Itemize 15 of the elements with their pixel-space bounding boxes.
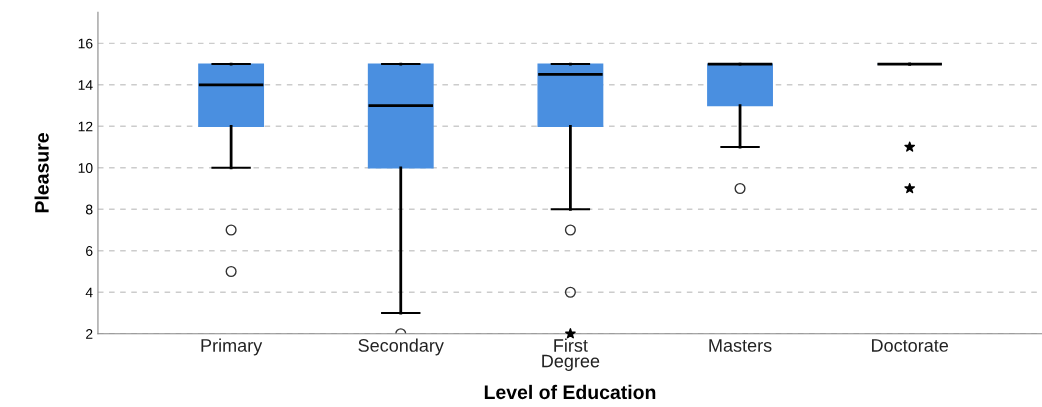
y-tick-label: 4: [85, 287, 93, 298]
y-tick-label: 6: [86, 246, 93, 256]
x-tick-label: Masters: [709, 339, 772, 352]
y-tick-label: 2: [86, 329, 93, 339]
x-tick-label: Doctorate: [872, 339, 949, 352]
x-tick-label: Secondary: [358, 338, 444, 356]
y-tick-label: 14: [78, 80, 93, 90]
y-axis-title: Pleasure: [34, 133, 49, 213]
y-tick-label: 8: [85, 204, 93, 215]
x-axis-title: Level of Education: [484, 384, 656, 400]
x-tick-label: First Degree: [542, 338, 600, 371]
y-tick-label: 10: [78, 163, 93, 173]
y-tick-label: 12: [78, 121, 93, 132]
x-tick-label: Primary: [201, 338, 263, 356]
y-tick-label: 16: [78, 38, 93, 49]
